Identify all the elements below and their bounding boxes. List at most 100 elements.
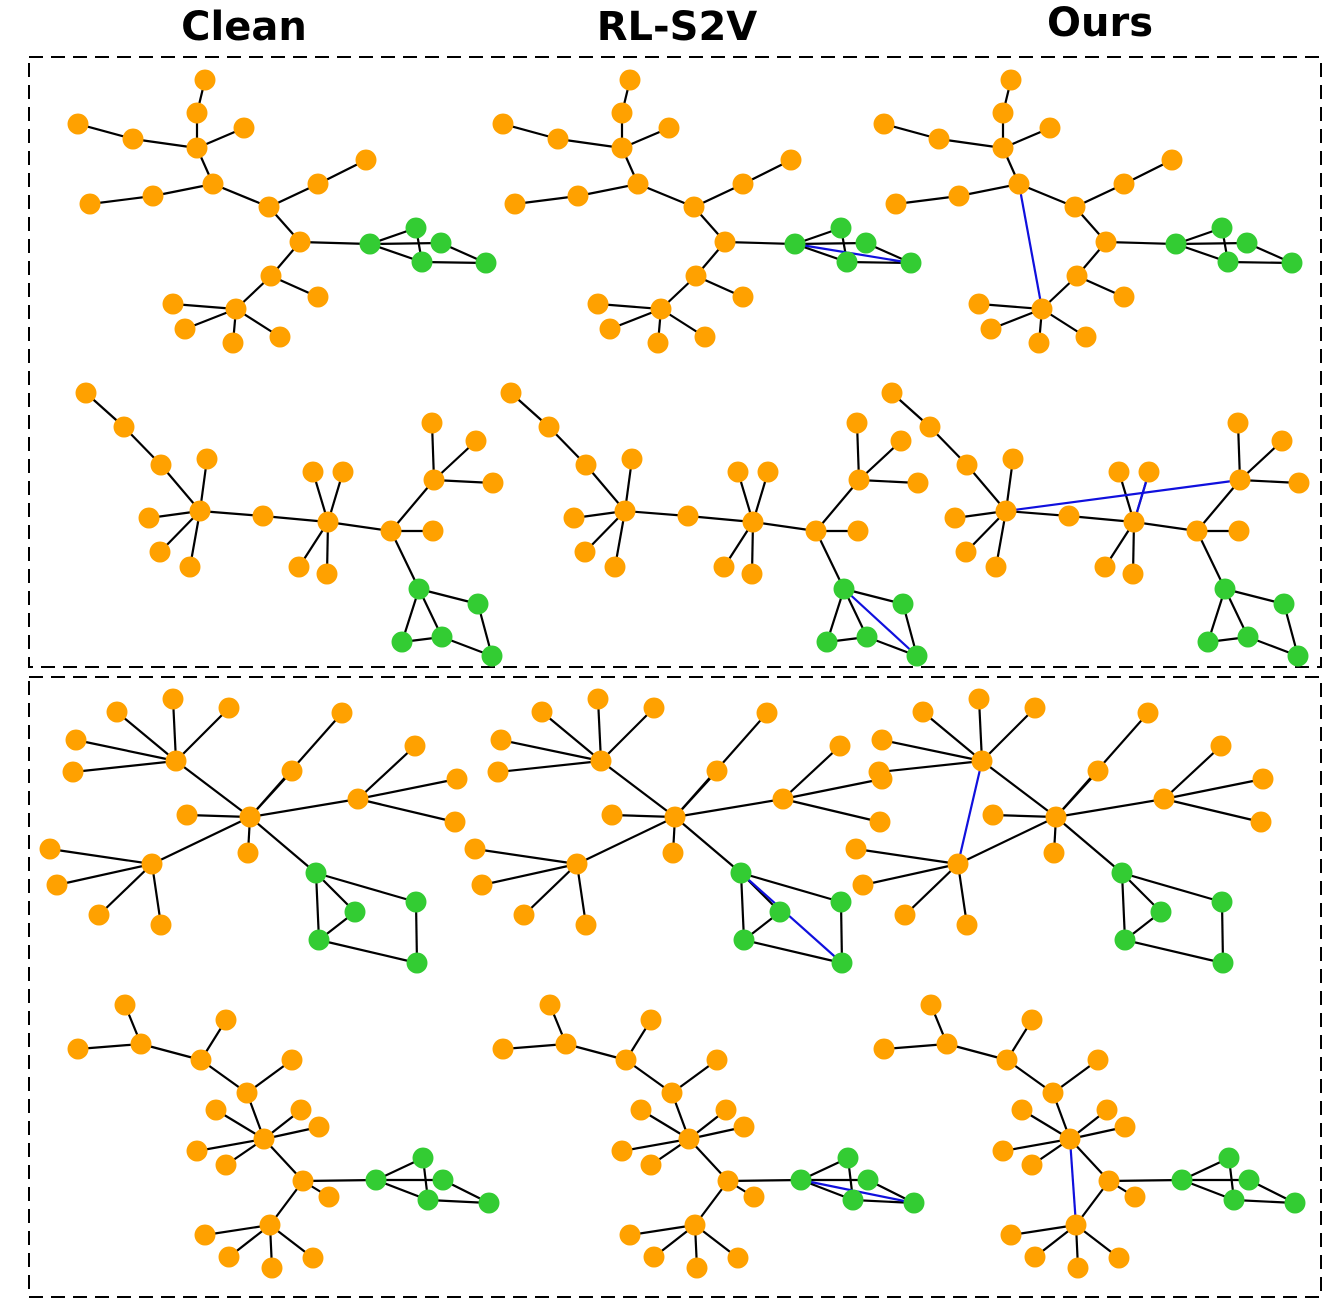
- graph-node: [1271, 430, 1293, 452]
- edge: [523, 863, 578, 916]
- graph-node: [261, 1257, 283, 1279]
- graph-node: [611, 137, 633, 159]
- graph-node: [487, 761, 509, 783]
- motif-node: [1197, 631, 1219, 653]
- graph-node: [142, 185, 164, 207]
- motif-node: [1287, 645, 1309, 667]
- motif-node: [391, 631, 413, 653]
- graph-node: [492, 1038, 514, 1060]
- graph-node: [619, 1224, 641, 1246]
- graph-node: [742, 511, 764, 533]
- graph-node: [683, 196, 705, 218]
- edge: [1120, 872, 1127, 941]
- edge: [629, 1223, 696, 1237]
- edge: [132, 137, 198, 150]
- edge: [674, 816, 742, 874]
- graph-node: [995, 500, 1017, 522]
- edge: [1227, 260, 1293, 265]
- edge: [56, 862, 153, 887]
- graph-node: [948, 185, 970, 207]
- edge: [957, 816, 1057, 865]
- motif-node: [830, 217, 852, 239]
- graph-node: [539, 994, 561, 1016]
- edge: [390, 479, 435, 532]
- edge: [782, 745, 841, 800]
- graph-node: [912, 701, 934, 723]
- graph-node: [75, 382, 97, 404]
- graph-node: [574, 541, 596, 563]
- motif-node: [1281, 252, 1303, 274]
- edge: [1163, 797, 1262, 824]
- graphs-layer: [39, 69, 1310, 1279]
- edge: [196, 1137, 265, 1153]
- edge: [1108, 1178, 1183, 1183]
- graph-node: [955, 541, 977, 563]
- graph-node: [289, 231, 311, 253]
- graph-node: [1087, 1049, 1109, 1071]
- motif-node: [733, 929, 755, 951]
- graph-node: [269, 326, 291, 348]
- motif-node: [900, 252, 922, 274]
- edge: [89, 194, 154, 206]
- graph-node: [421, 412, 443, 434]
- edge: [1133, 520, 1198, 533]
- motif-node: [405, 217, 427, 239]
- graph-node: [757, 461, 779, 483]
- graph-node: [772, 788, 794, 810]
- motif-node: [406, 952, 428, 974]
- graph-node: [640, 1009, 662, 1031]
- motif-node: [1171, 1169, 1193, 1191]
- graph-node: [162, 688, 184, 710]
- graph-node: [868, 761, 890, 783]
- motif-node: [432, 1169, 454, 1191]
- graph-node: [575, 914, 597, 936]
- column-title-ours: Ours: [1046, 0, 1153, 46]
- edge: [369, 241, 442, 246]
- edge: [1010, 1223, 1077, 1237]
- motif-node: [308, 929, 330, 951]
- graph-node: [1123, 511, 1145, 533]
- graph-node: [992, 102, 1014, 124]
- edge: [992, 813, 1057, 819]
- motif-node: [790, 1169, 812, 1191]
- graph-node: [218, 1246, 240, 1268]
- graph-node: [46, 874, 68, 896]
- graph-node: [643, 1246, 665, 1268]
- graph-node: [446, 768, 468, 790]
- edge: [904, 863, 959, 916]
- graph-node: [281, 1049, 303, 1071]
- graph-node: [1024, 697, 1046, 719]
- edge: [782, 777, 883, 801]
- graph-4-clean: [67, 994, 500, 1279]
- graph-node: [504, 193, 526, 215]
- graph-node: [706, 760, 728, 782]
- graph-node: [538, 416, 560, 438]
- graph-node: [650, 298, 672, 320]
- graph-node: [331, 702, 353, 724]
- graph-node: [79, 193, 101, 215]
- edge: [481, 862, 578, 887]
- graph-2-clean: [75, 382, 504, 667]
- graph-node: [1186, 520, 1208, 542]
- motif-node: [405, 891, 427, 913]
- edge: [727, 1178, 802, 1183]
- graph-node: [1153, 788, 1175, 810]
- edge: [938, 137, 1004, 150]
- graph-node: [513, 904, 535, 926]
- graph-node: [347, 788, 369, 810]
- graph-node: [1000, 1224, 1022, 1246]
- edge: [72, 759, 177, 774]
- motif-node: [1114, 929, 1136, 951]
- graph-node: [465, 430, 487, 452]
- perturbed-edge: [740, 872, 843, 964]
- graph-node: [194, 69, 216, 91]
- graph-node: [1002, 448, 1024, 470]
- graph-node: [316, 563, 338, 585]
- column-title-rl-s2v: RL-S2V: [596, 4, 758, 50]
- graph-node: [39, 838, 61, 860]
- graph-node: [1124, 1186, 1146, 1208]
- graph-node: [871, 729, 893, 751]
- graph-node: [215, 1154, 237, 1176]
- graph-node: [685, 265, 707, 287]
- graph-node: [113, 416, 135, 438]
